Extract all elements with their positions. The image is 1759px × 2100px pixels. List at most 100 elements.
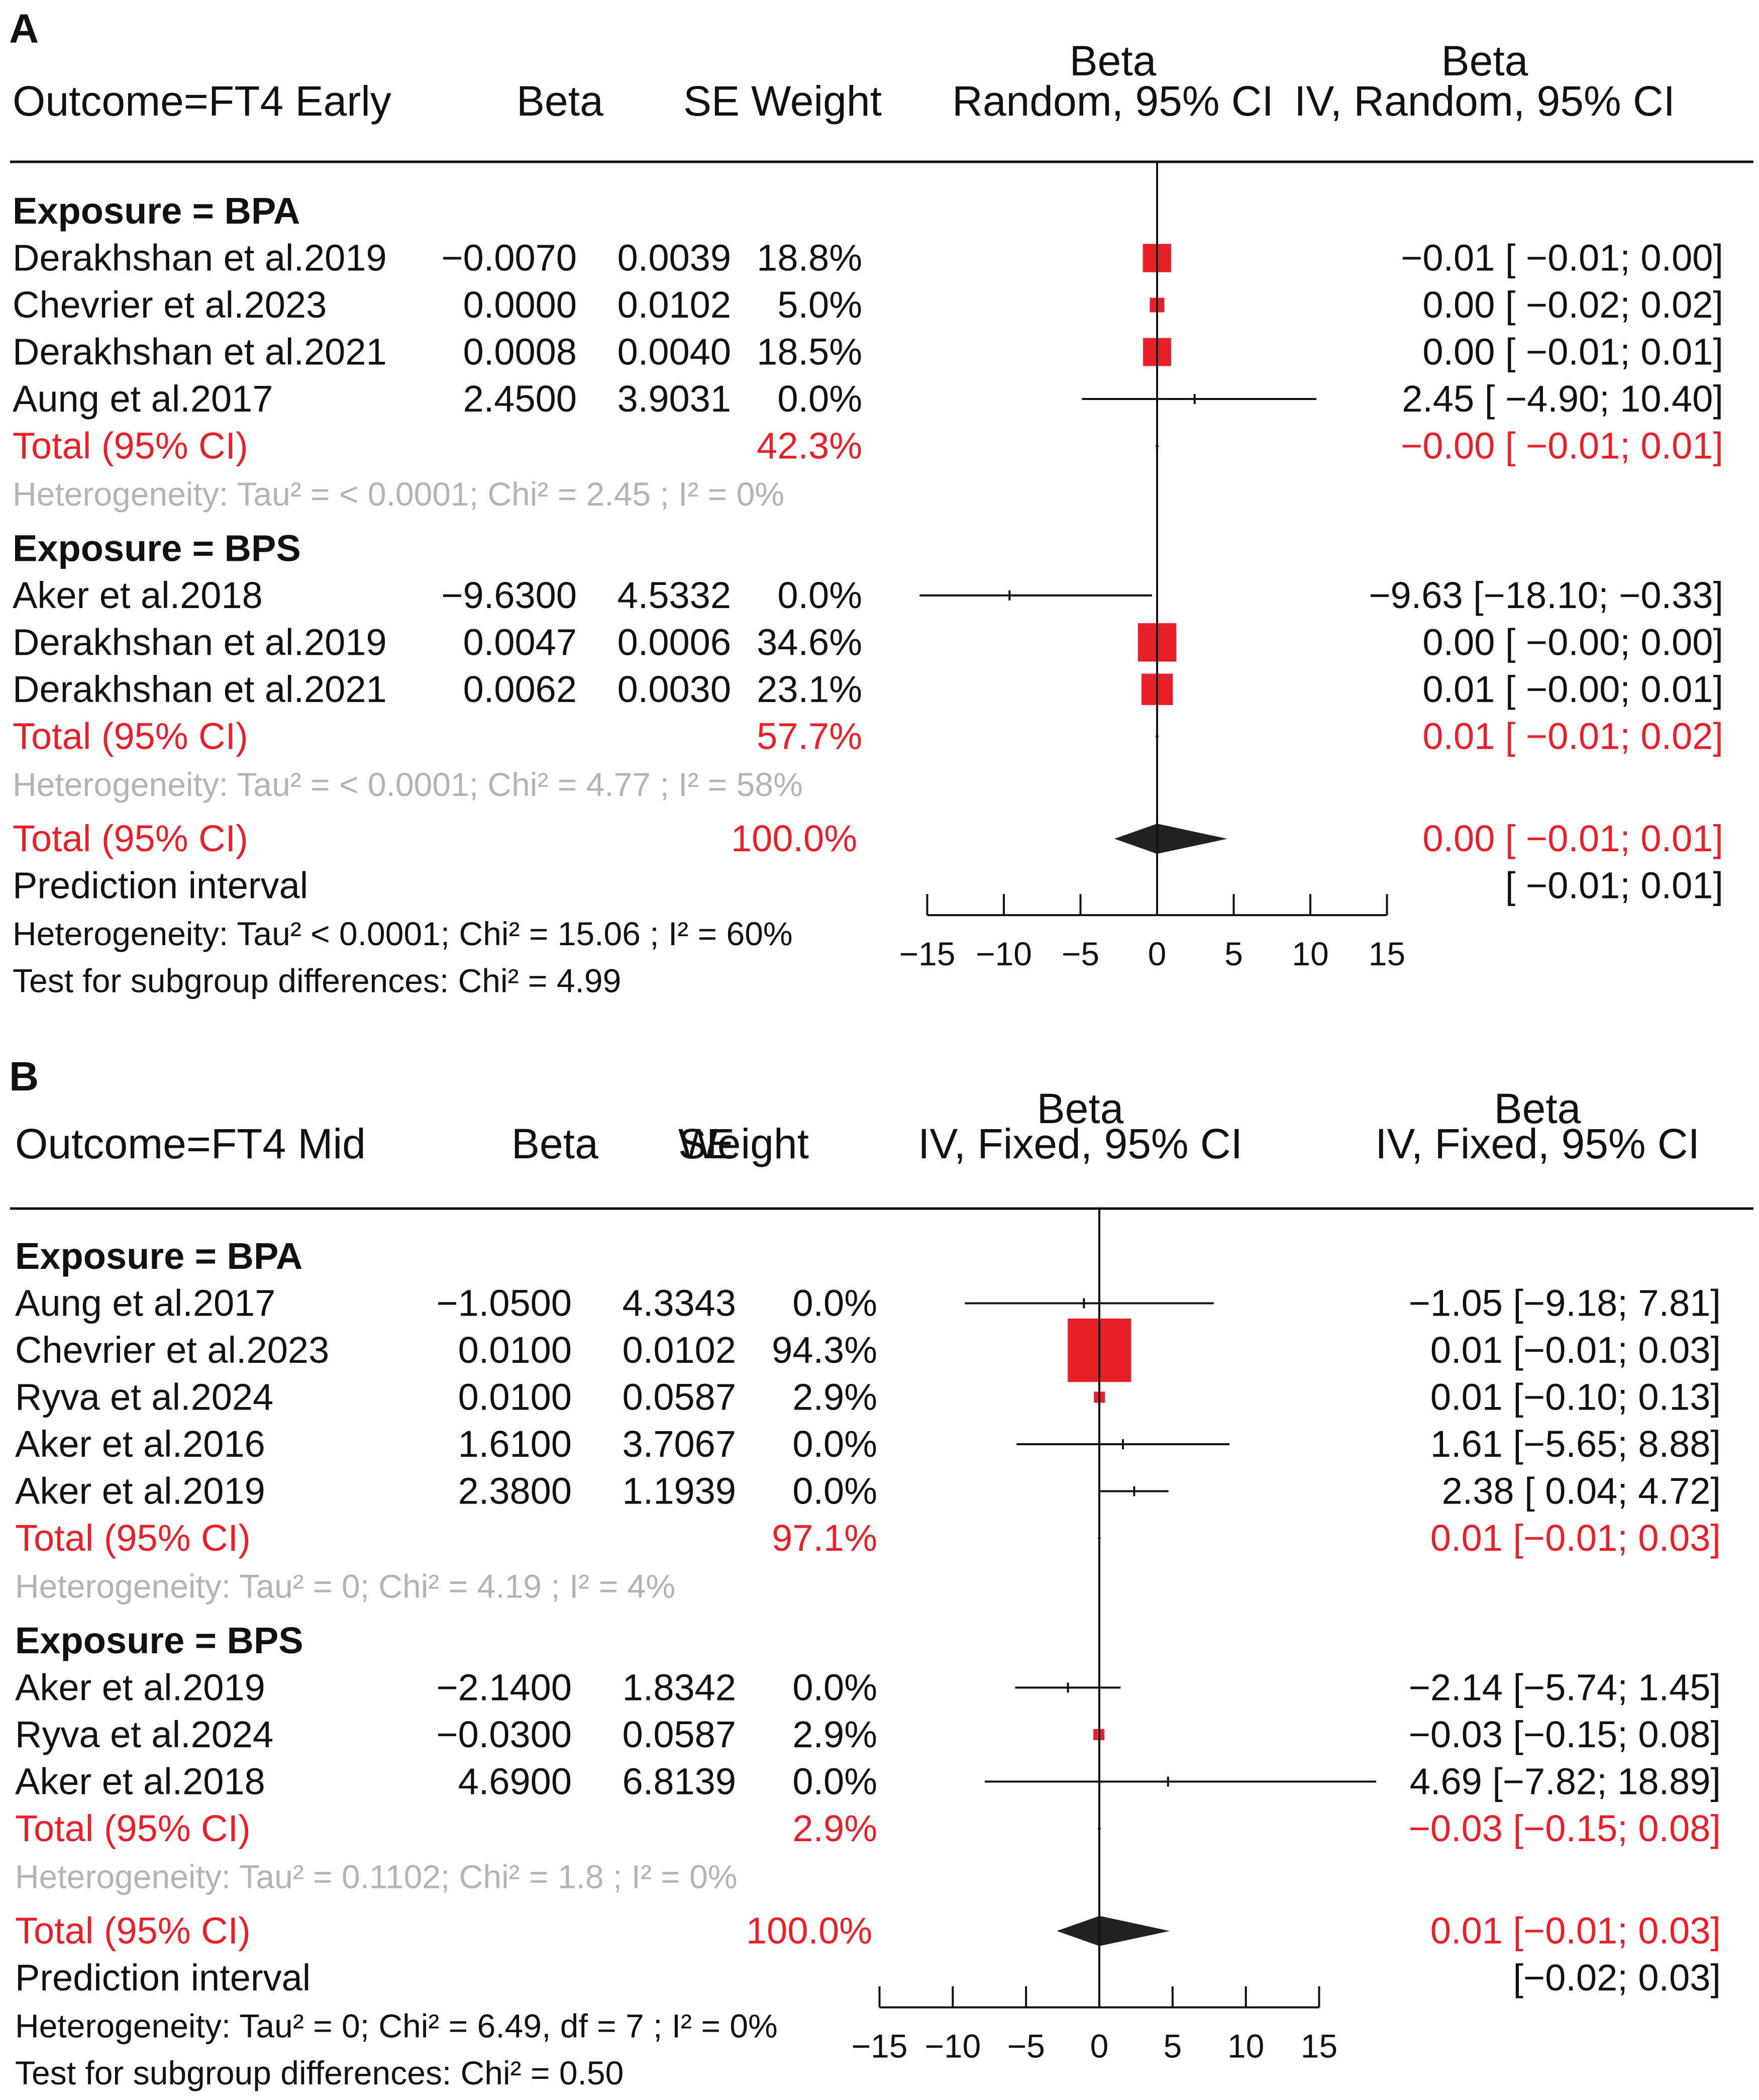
study-se: 0.0006 (617, 621, 731, 663)
header-plot-line1: Beta (1037, 1085, 1124, 1132)
study-beta: 0.0008 (463, 331, 577, 373)
study-se: 0.0587 (623, 1714, 736, 1755)
x-axis-tick-label: −15 (852, 2028, 908, 2065)
x-axis-tick-label: −5 (1007, 2028, 1045, 2065)
header-beta: Beta (516, 77, 603, 125)
study-ci: 1.61 [−5.65; 8.88] (1430, 1423, 1721, 1465)
subgroup-total-label: Total (95% CI) (15, 1808, 251, 1849)
study-se: 0.0102 (617, 284, 731, 326)
overall-total-ci: 0.01 [−0.01; 0.03] (1430, 1910, 1721, 1952)
overall-total-weight: 100.0% (746, 1910, 872, 1952)
subgroup-total-weight: 2.9% (792, 1808, 877, 1849)
study-ci: 2.45 [ −4.90; 10.40] (1402, 378, 1723, 420)
subgroup-total-weight: 97.1% (772, 1517, 877, 1559)
panel-label: B (9, 1054, 39, 1099)
header-ci-line1: Beta (1494, 1085, 1581, 1132)
overall-total-weight: 100.0% (731, 818, 857, 859)
header-plot-line1: Beta (1070, 37, 1157, 84)
study-se: 0.0040 (617, 331, 731, 373)
study-ci: 2.38 [ 0.04; 4.72] (1442, 1470, 1721, 1512)
overall-diamond (1114, 824, 1227, 854)
x-axis-tick-label: 15 (1301, 2028, 1337, 2065)
subgroup-total-weight: 57.7% (757, 715, 862, 757)
prediction-interval-label: Prediction interval (15, 1957, 311, 1998)
subgroup-total-ci: 0.01 [ −0.01; 0.02] (1422, 715, 1723, 757)
study-weight: 94.3% (772, 1329, 877, 1371)
study-beta: 0.0000 (463, 284, 577, 326)
header-plot-line2: IV, Fixed, 95% CI (918, 1120, 1243, 1167)
overall-total-ci: 0.00 [ −0.01; 0.01] (1422, 818, 1723, 859)
prediction-interval-label: Prediction interval (13, 865, 308, 907)
study-se: 0.0039 (617, 237, 731, 279)
x-axis-tick-label: 5 (1163, 2028, 1182, 2065)
subgroup-heterogeneity: Heterogeneity: Tau² = < 0.0001; Chi² = 2… (13, 475, 784, 513)
header-outcome: Outcome=FT4 Early (13, 77, 391, 125)
study-se: 1.1939 (623, 1470, 736, 1512)
study-ci: −1.05 [−9.18; 7.81] (1409, 1282, 1721, 1324)
study-weight: 0.0% (792, 1470, 877, 1512)
study-name: Aung et al.2017 (15, 1282, 275, 1324)
study-name: Ryva et al.2024 (15, 1376, 273, 1418)
overall-total-label: Total (95% CI) (15, 1910, 251, 1952)
study-name: Chevrier et al.2023 (15, 1329, 329, 1371)
header-outcome: Outcome=FT4 Mid (15, 1120, 366, 1167)
prediction-interval-ci: [ −0.01; 0.01] (1505, 865, 1723, 907)
prediction-interval-ci: [−0.02; 0.03] (1513, 1957, 1721, 1998)
study-se: 4.3343 (623, 1282, 736, 1324)
subgroup-difference-test: Test for subgroup differences: Chi² = 0.… (15, 2054, 624, 2091)
study-name: Derakhshan et al.2021 (13, 668, 387, 710)
subgroup-total-label: Total (95% CI) (15, 1517, 251, 1559)
header-weight: Weight (751, 77, 882, 125)
x-axis-tick-label: −10 (924, 2028, 981, 2065)
panel-label: A (9, 6, 39, 52)
study-se: 3.9031 (617, 378, 731, 420)
x-axis-tick-label: −5 (1062, 935, 1099, 972)
header-ci-line2: IV, Random, 95% CI (1294, 77, 1675, 125)
study-beta: 0.0100 (458, 1329, 572, 1371)
study-beta: −0.0070 (441, 237, 577, 279)
study-name: Chevrier et al.2023 (13, 284, 327, 326)
header-beta: Beta (511, 1120, 598, 1167)
subgroup-total-ci: −0.00 [ −0.01; 0.01] (1401, 425, 1723, 467)
study-beta: 0.0100 (458, 1376, 572, 1418)
x-axis-tick-label: 10 (1292, 935, 1328, 972)
study-beta: 1.6100 (458, 1423, 572, 1465)
study-name: Ryva et al.2024 (15, 1714, 273, 1755)
group-title: Exposure = BPS (15, 1620, 303, 1661)
study-ci: 0.01 [−0.01; 0.03] (1430, 1329, 1721, 1371)
study-weight: 18.8% (757, 237, 862, 279)
study-ci: 4.69 [−7.82; 18.89] (1410, 1760, 1721, 1802)
study-weight: 2.9% (792, 1376, 877, 1418)
study-weight: 0.0% (792, 1282, 877, 1324)
study-weight: 18.5% (757, 331, 862, 373)
study-se: 6.8139 (623, 1760, 736, 1802)
study-name: Aker et al.2019 (15, 1470, 265, 1512)
study-se: 0.0102 (623, 1329, 736, 1371)
header-ci-line1: Beta (1441, 37, 1528, 84)
study-ci: −0.01 [ −0.01; 0.00] (1401, 237, 1723, 279)
header-weight: Weight (678, 1120, 809, 1167)
group-title: Exposure = BPS (13, 527, 301, 569)
study-beta: 2.3800 (458, 1470, 572, 1512)
x-axis-tick-label: 10 (1227, 2028, 1264, 2065)
study-name: Derakhshan et al.2019 (13, 621, 387, 663)
study-ci: 0.00 [ −0.02; 0.02] (1422, 284, 1723, 326)
study-beta: −2.1400 (436, 1666, 572, 1708)
study-name: Aung et al.2017 (13, 378, 273, 420)
study-ci: −2.14 [−5.74; 1.45] (1409, 1666, 1721, 1708)
study-weight: 2.9% (792, 1714, 877, 1755)
subgroup-total-ci: 0.01 [−0.01; 0.03] (1430, 1517, 1721, 1559)
study-name: Aker et al.2019 (15, 1666, 265, 1708)
header-se: SE (678, 1120, 735, 1167)
study-beta: 4.6900 (458, 1760, 572, 1802)
study-weight: 0.0% (777, 574, 862, 616)
study-name: Derakhshan et al.2019 (13, 237, 387, 279)
study-weight: 0.0% (777, 378, 862, 420)
x-axis-tick-label: −10 (976, 935, 1032, 972)
study-ci: 0.01 [ −0.00; 0.01] (1422, 668, 1723, 710)
overall-heterogeneity: Heterogeneity: Tau² < 0.0001; Chi² = 15.… (13, 915, 793, 952)
subgroup-total-ci: −0.03 [−0.15; 0.08] (1409, 1808, 1721, 1849)
x-axis-tick-label: 0 (1148, 935, 1167, 972)
study-se: 3.7067 (623, 1423, 736, 1465)
